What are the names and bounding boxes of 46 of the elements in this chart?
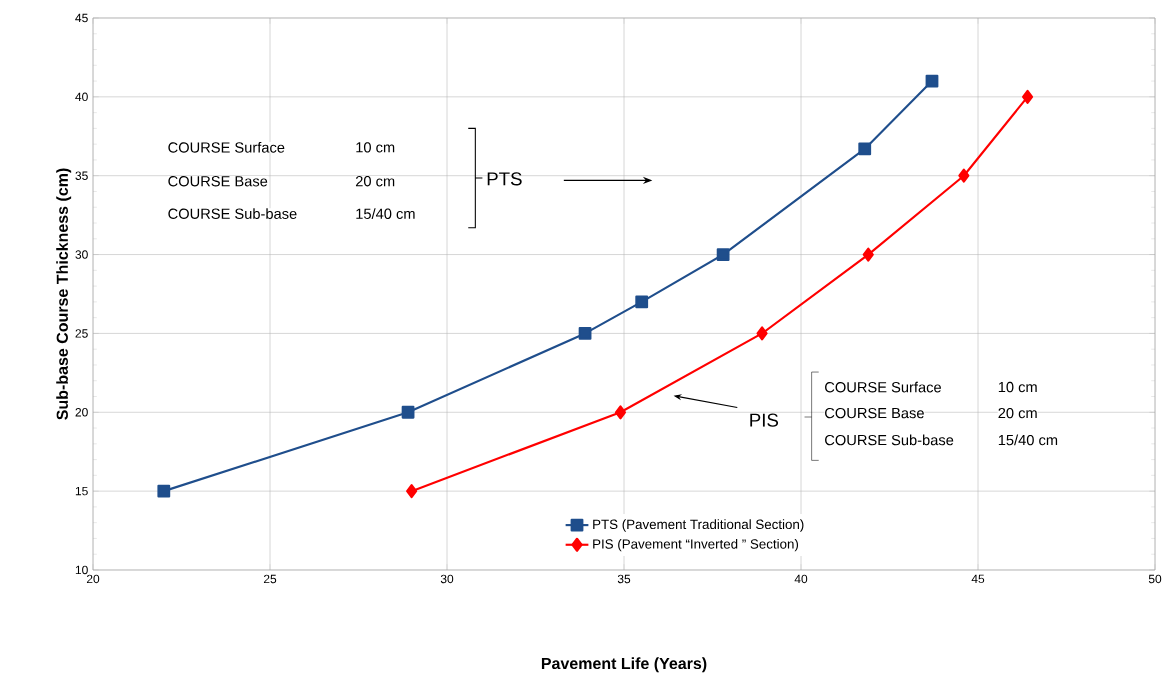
- y-tick-label: 30: [75, 250, 88, 259]
- annotation: 10 cm: [356, 142, 395, 153]
- point: [925, 74, 939, 88]
- point: [614, 405, 627, 420]
- annotation: COURSE Surface: [168, 141, 285, 153]
- point: [157, 484, 171, 498]
- point: [1022, 89, 1034, 104]
- annotation: COURSE Sub-base: [168, 208, 297, 219]
- x-tick-label: 35: [617, 574, 631, 584]
- y-tick-label: 10: [75, 565, 88, 575]
- y-tick-label: 15: [75, 486, 88, 496]
- annotation: 20 cm: [998, 407, 1037, 419]
- y-tick-label: 40: [75, 92, 88, 102]
- annotation: PTS: [487, 172, 522, 186]
- point: [401, 405, 415, 419]
- y-axis-title: Sub-base Course Thickness (cm): [56, 168, 72, 420]
- annotation: 15/40 cm: [998, 434, 1058, 446]
- annotation: 10 cm: [998, 381, 1037, 393]
- x-tick-label: 40: [794, 574, 808, 584]
- y-tick-label: 35: [75, 171, 88, 180]
- x-tick-label: 45: [971, 574, 985, 584]
- annotation: COURSE Base: [825, 407, 924, 419]
- point: [635, 295, 649, 309]
- x-tick-label: 30: [440, 574, 454, 584]
- legend-label: PIS (Pavement “Inverted ” Section): [593, 538, 799, 552]
- annotation: PIS: [750, 413, 779, 427]
- y-tick-label: 20: [75, 408, 88, 417]
- x-tick-label: 50: [1148, 574, 1162, 584]
- y-tick-label: 45: [75, 13, 88, 23]
- point: [858, 142, 872, 156]
- x-axis-title: Pavement Life (Years): [541, 657, 707, 673]
- point: [756, 326, 768, 341]
- point: [406, 484, 418, 499]
- annotation: COURSE Sub-base: [825, 434, 954, 446]
- point: [862, 247, 874, 262]
- y-tick-label: 25: [75, 329, 88, 338]
- annotation: 20 cm: [355, 176, 395, 187]
- legend-label: PTS (Pavement Traditional Section): [593, 519, 804, 532]
- point: [716, 248, 730, 261]
- point: [578, 327, 592, 340]
- x-tick-label: 20: [86, 574, 100, 584]
- x-tick-label: 25: [263, 574, 277, 584]
- annotation: COURSE Base: [168, 176, 268, 187]
- annotation: 15/40 cm: [356, 208, 415, 219]
- annotation: COURSE Surface: [825, 381, 941, 393]
- point: [958, 168, 970, 183]
